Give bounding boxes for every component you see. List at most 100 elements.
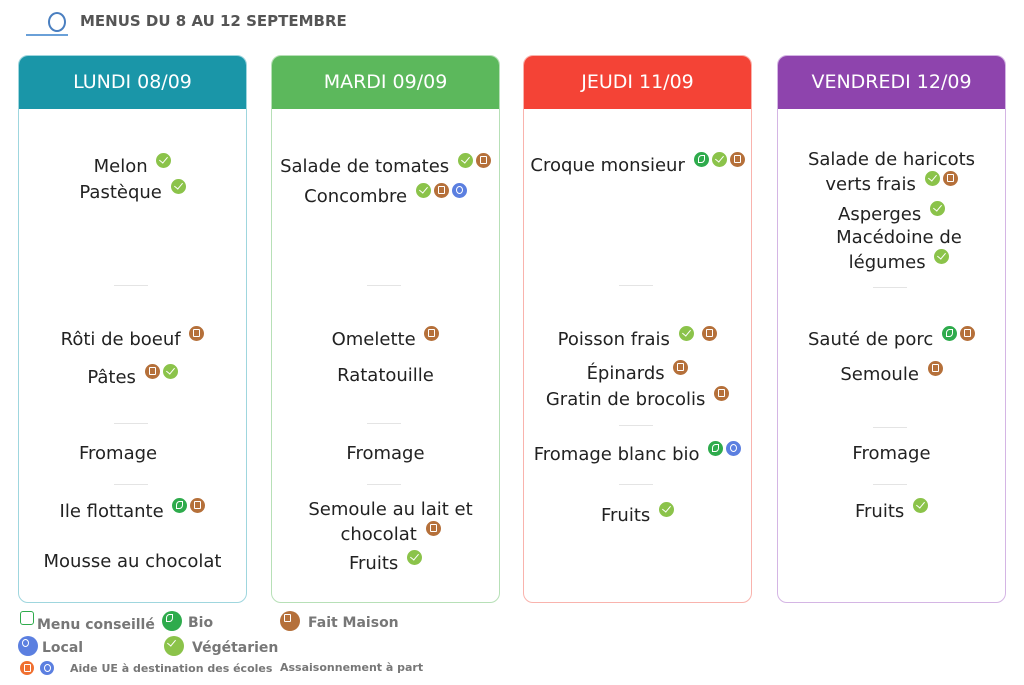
legend-text: Menu conseillé (37, 617, 155, 633)
icon (407, 550, 423, 565)
separator (873, 287, 907, 288)
menu-item: Poisson frais (524, 326, 751, 351)
icon (934, 249, 950, 264)
item-text: Melon (93, 156, 148, 177)
menu-item: Gratin de brocolis (524, 386, 751, 411)
icon (678, 326, 694, 341)
menu-item: Ratatouille (272, 364, 499, 387)
icon (280, 611, 300, 631)
menu-item: Mousse au chocolat (19, 550, 246, 573)
item-text: Macédoine de légumes (836, 227, 962, 273)
item-text: Poisson frais (557, 329, 670, 350)
menu-item: Croque monsieur (524, 152, 751, 177)
menu-item: Fruits (524, 502, 751, 527)
icon (711, 152, 727, 167)
menu-item: Pâtes (19, 364, 246, 389)
legend-text: Végétarien (192, 640, 279, 656)
icon (927, 361, 943, 376)
separator (114, 423, 148, 424)
item-text: Pâtes (87, 367, 136, 388)
icon (729, 152, 745, 167)
separator (873, 484, 907, 485)
icon (475, 153, 491, 168)
menu-item: Épinards (524, 360, 751, 385)
icon (659, 502, 675, 517)
item-text: Ile flottante (59, 501, 164, 522)
icon (172, 498, 188, 513)
menu-item: Semoule au lait et chocolat (297, 498, 484, 546)
item-text: Omelette (331, 329, 416, 350)
menu-item: Omelette (272, 326, 499, 351)
icon (144, 364, 160, 379)
item-text: Fromage blanc bio (533, 444, 700, 465)
legend-text: Local (42, 640, 84, 656)
icon (170, 179, 186, 194)
icon (162, 611, 182, 631)
item-text: Croque monsieur (530, 155, 685, 176)
icon (702, 326, 718, 341)
day-title: LUNDI 08/09 (19, 56, 246, 109)
icon (693, 152, 709, 167)
separator (619, 425, 653, 426)
icon (457, 153, 473, 168)
legend-item: Assaisonnement à part (280, 661, 423, 674)
day-card: MARDI 09/09 Salade de tomates Concombre … (271, 55, 500, 603)
item-text: Asperges (838, 204, 922, 225)
icon (415, 183, 431, 198)
logo (26, 10, 68, 36)
legend-item: Local (18, 636, 83, 656)
legend-item: Aide UE à destination des écoles (20, 661, 272, 675)
menu-item: Macédoine de légumes (813, 226, 985, 274)
item-text: Fruits (600, 505, 651, 526)
icon (942, 326, 957, 341)
icon (433, 183, 449, 198)
icon (913, 498, 929, 513)
day-title: VENDREDI 12/09 (778, 56, 1005, 109)
icon (424, 326, 440, 341)
menu-item: Semoule (778, 361, 1005, 386)
separator (367, 423, 401, 424)
item-text: Fruits (348, 553, 399, 574)
legend-item: Végétarien (164, 636, 278, 656)
menu-item: Fromage (79, 442, 246, 465)
menu-item: Salade de haricots verts frais (783, 148, 1000, 196)
icon (673, 360, 689, 375)
page-title: MENUS DU 8 AU 12 SEPTEMBRE (80, 12, 347, 30)
menu-item: Salade de tomates (272, 153, 499, 178)
icon (20, 661, 34, 675)
legend-item: Bio (162, 611, 213, 631)
menu-item: Fromage (272, 442, 499, 465)
item-text: Fruits (854, 501, 905, 522)
icon (164, 636, 184, 656)
item-text: Épinards (586, 363, 665, 384)
separator (367, 285, 401, 286)
legend-text: Aide UE à destination des écoles (70, 662, 273, 675)
separator (114, 484, 148, 485)
icon (20, 611, 34, 625)
item-text: Mousse au chocolat (43, 551, 222, 572)
menu-item: Concombre (272, 183, 499, 208)
item-text: Fromage (79, 443, 158, 464)
item-text: Salade de tomates (280, 156, 450, 177)
item-text: Semoule (840, 364, 919, 385)
icon (18, 636, 38, 656)
item-text: Fromage (346, 443, 425, 464)
menu-item: Sauté de porc (778, 326, 1005, 351)
icon (189, 326, 205, 341)
legend-text: Assaisonnement à part (280, 661, 424, 674)
separator (619, 285, 653, 286)
item-text: Pastèque (79, 182, 162, 203)
item-text: Salade de haricots verts frais (807, 149, 976, 195)
legend-text: Bio (188, 615, 214, 631)
item-text: Fromage (852, 443, 931, 464)
icon (929, 201, 945, 216)
day-card: LUNDI 08/09 Melon Pastèque Rôti de boeuf… (18, 55, 247, 603)
icon (942, 171, 958, 186)
separator (114, 285, 148, 286)
item-text: Sauté de porc (807, 329, 934, 350)
item-text: Ratatouille (337, 365, 434, 386)
item-text: Rôti de boeuf (60, 329, 181, 350)
menu-item: Fruits (272, 550, 499, 575)
menu-item: Rôti de boeuf (19, 326, 246, 351)
